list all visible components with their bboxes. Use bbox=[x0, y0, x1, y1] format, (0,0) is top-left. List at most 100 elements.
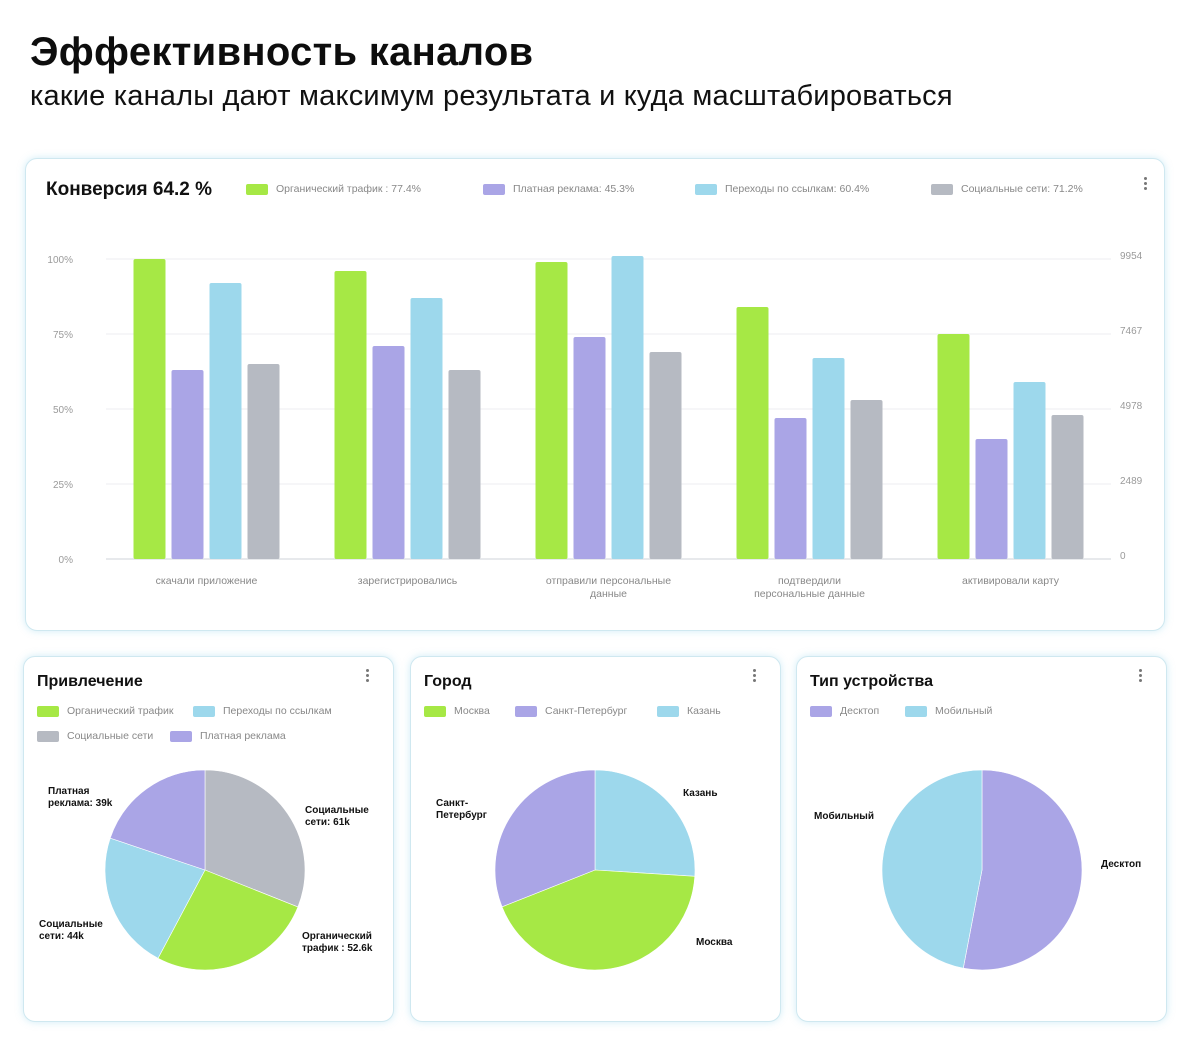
conversion-title: Конверсия 64.2 % bbox=[46, 179, 213, 200]
bar bbox=[937, 334, 970, 559]
bar bbox=[812, 358, 845, 559]
slice-label: Москва bbox=[696, 937, 733, 948]
more-menu-icon[interactable] bbox=[1140, 175, 1150, 193]
slice-label: сети: 61k bbox=[305, 817, 350, 828]
slice-label: Социальные bbox=[39, 919, 103, 930]
bar bbox=[133, 259, 166, 559]
legend-swatch bbox=[515, 705, 537, 717]
bar bbox=[736, 307, 769, 559]
page-title: Эффективность каналов bbox=[30, 30, 534, 74]
legend-label: Мобильный bbox=[935, 705, 993, 717]
device-pie-chart: Десктоп Мобильный bbox=[814, 769, 1141, 971]
legend-label: Платная реклама: 45.3% bbox=[513, 183, 635, 195]
legend-swatch bbox=[657, 705, 679, 717]
slice-label: реклама: 39k bbox=[48, 798, 113, 809]
legend-label: Переходы по ссылкам bbox=[223, 705, 332, 717]
acquisition-title: Привлечение bbox=[37, 673, 143, 690]
legend-swatch bbox=[695, 183, 717, 195]
legend-label: Переходы по ссылкам: 60.4% bbox=[725, 183, 870, 195]
y2-tick-label: 9954 bbox=[1120, 251, 1143, 262]
legend-item-mobile[interactable]: Мобильный bbox=[905, 705, 992, 717]
slice-label: Казань bbox=[683, 788, 718, 799]
bar-chart: 0% 0 25% 2489 50% 4978 75% 7467 100% 9954 скачали … bbox=[47, 251, 1143, 600]
legend-swatch bbox=[37, 705, 59, 717]
y-tick-label: 25% bbox=[53, 480, 73, 491]
legend-swatch bbox=[424, 705, 446, 717]
legend-swatch bbox=[170, 730, 192, 742]
legend-item-social[interactable]: Социальные сети bbox=[37, 730, 153, 742]
page-subtitle: какие каналы дают максимум результата и … bbox=[30, 80, 953, 112]
y2-tick-label: 7467 bbox=[1120, 326, 1143, 337]
legend-swatch bbox=[810, 705, 832, 717]
slice-label: Социальные bbox=[305, 805, 369, 816]
bar bbox=[649, 352, 682, 559]
device-card: Тип устройства Десктоп Мобильный Десктоп… bbox=[796, 656, 1167, 1022]
slice-label: сети: 44k bbox=[39, 931, 84, 942]
legend-label: Платная реклама bbox=[200, 730, 286, 742]
legend-item-kazan[interactable]: Казань bbox=[657, 705, 721, 717]
x-tick-label: скачали приложение bbox=[156, 575, 258, 587]
bar bbox=[209, 283, 242, 559]
bar bbox=[448, 370, 481, 559]
slice-label: Платная bbox=[48, 786, 90, 797]
legend-label: Санкт-Петербург bbox=[545, 705, 628, 717]
city-title: Город bbox=[424, 673, 472, 690]
slice-label: трафик : 52.6k bbox=[302, 942, 373, 954]
conversion-card: Конверсия 64.2 % Органический трафик : 7… bbox=[25, 158, 1165, 631]
pie-slice bbox=[494, 769, 596, 908]
y2-tick-label: 2489 bbox=[1120, 476, 1143, 487]
pie-slice bbox=[501, 869, 696, 971]
pie-slice bbox=[881, 769, 983, 969]
legend-swatch bbox=[931, 183, 953, 195]
x-tick-label: зарегистрировались bbox=[358, 575, 458, 587]
pie-slice bbox=[962, 769, 1083, 971]
slice-label: Десктоп bbox=[1101, 859, 1141, 870]
x-tick-label: данные bbox=[590, 588, 627, 600]
city-card: Город Москва Санкт-Петербург Казань Каза… bbox=[410, 656, 781, 1022]
legend-item-links[interactable]: Переходы по ссылкам: 60.4% bbox=[695, 183, 869, 195]
x-tick-label: активировали карту bbox=[962, 575, 1060, 587]
more-menu-icon[interactable] bbox=[749, 667, 759, 685]
bar bbox=[774, 418, 807, 559]
more-menu-icon[interactable] bbox=[362, 667, 372, 685]
bar bbox=[410, 298, 443, 559]
legend-swatch bbox=[483, 183, 505, 195]
bar bbox=[535, 262, 568, 559]
legend-item-social[interactable]: Социальные сети: 71.2% bbox=[931, 183, 1083, 195]
pie-slice bbox=[104, 837, 206, 959]
legend-label: Десктоп bbox=[840, 705, 880, 717]
acquisition-card: Привлечение Органический трафик Переходы… bbox=[23, 656, 394, 1022]
y-tick-label: 75% bbox=[53, 330, 73, 341]
bar bbox=[171, 370, 204, 559]
legend-item-paid[interactable]: Платная реклама bbox=[170, 730, 286, 742]
x-tick-label: отправили персональные bbox=[546, 575, 671, 587]
legend-item-paid[interactable]: Платная реклама: 45.3% bbox=[483, 183, 634, 195]
y-tick-label: 100% bbox=[47, 255, 73, 266]
legend-swatch bbox=[905, 705, 927, 717]
device-title: Тип устройства bbox=[810, 673, 933, 690]
bar bbox=[611, 256, 644, 559]
pie-slice bbox=[594, 769, 696, 877]
legend-swatch bbox=[246, 183, 268, 195]
legend-item-organic[interactable]: Органический трафик : 77.4% bbox=[246, 183, 421, 195]
pie-slice bbox=[157, 869, 299, 971]
y2-tick-label: 4978 bbox=[1120, 401, 1143, 412]
x-tick-label: персональные данные bbox=[754, 588, 865, 600]
city-pie-chart: Казань Москва Санкт-Петербург bbox=[436, 769, 733, 971]
more-menu-icon[interactable] bbox=[1135, 667, 1145, 685]
legend-swatch bbox=[37, 730, 59, 742]
legend-item-organic[interactable]: Органический трафик bbox=[37, 705, 174, 717]
pie-slice bbox=[109, 769, 206, 871]
legend-label: Органический трафик : 77.4% bbox=[276, 183, 422, 195]
slice-label: Санкт- bbox=[436, 798, 468, 809]
y-tick-label: 0% bbox=[59, 555, 74, 566]
bar bbox=[1051, 415, 1084, 559]
bar bbox=[372, 346, 405, 559]
legend-swatch bbox=[193, 705, 215, 717]
legend-item-links[interactable]: Переходы по ссылкам bbox=[193, 705, 332, 717]
legend-item-moscow[interactable]: Москва bbox=[424, 705, 490, 717]
legend-item-spb[interactable]: Санкт-Петербург bbox=[515, 705, 627, 717]
bar bbox=[1013, 382, 1046, 559]
legend-item-desktop[interactable]: Десктоп bbox=[810, 705, 879, 717]
legend-label: Социальные сети: 71.2% bbox=[961, 183, 1083, 195]
